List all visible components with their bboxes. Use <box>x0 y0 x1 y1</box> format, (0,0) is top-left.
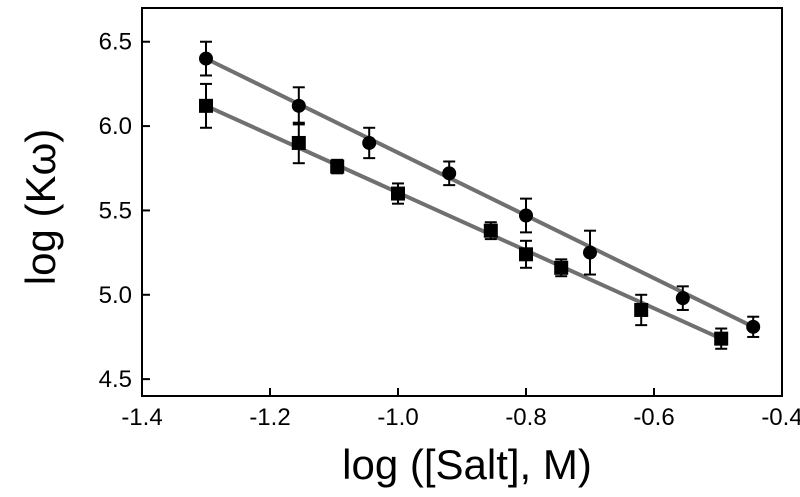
fit-lines <box>205 56 755 341</box>
square-point <box>554 260 569 275</box>
x-tick-label: -1.0 <box>377 404 418 431</box>
square-point <box>199 98 213 113</box>
data-markers <box>199 51 761 346</box>
x-axis-title: log ([Salt], M) <box>342 441 592 488</box>
y-tick-label: 6.0 <box>99 113 132 140</box>
circle-point <box>519 208 533 223</box>
circle-point <box>291 98 306 113</box>
square-point <box>291 135 306 150</box>
x-tick-label: -0.4 <box>761 404 800 431</box>
circle-point <box>583 245 597 260</box>
y-tick-label: 6.5 <box>99 29 132 56</box>
square-point <box>483 223 498 238</box>
circle-point <box>442 166 457 181</box>
x-tick-label: -1.2 <box>249 404 290 431</box>
x-tick-label: -0.6 <box>633 404 674 431</box>
y-tick-label: 5.0 <box>99 282 132 309</box>
y-tick-label: 5.5 <box>99 197 132 224</box>
y-axis-title: log (Kω) <box>17 129 64 286</box>
x-axis-ticks: -1.4 -1.2 -1.0 -0.8 -0.6 -0.4 <box>121 388 800 431</box>
circle-point <box>362 135 377 150</box>
square-point <box>634 302 649 317</box>
plot-frame <box>141 7 783 397</box>
circle-point <box>199 51 213 66</box>
y-tick-label: 4.5 <box>99 366 132 393</box>
x-tick-label: -0.8 <box>505 404 546 431</box>
fit-line-series-1 <box>205 56 755 329</box>
error-bars <box>200 40 760 350</box>
square-point <box>519 247 533 262</box>
circle-point <box>675 291 690 306</box>
circle-point <box>746 319 761 334</box>
y-axis-ticks: 4.5 5.0 5.5 6.0 6.5 <box>99 29 150 393</box>
square-point <box>714 331 729 346</box>
square-point <box>330 159 345 174</box>
square-point <box>391 186 405 201</box>
x-tick-label: -1.4 <box>121 404 162 431</box>
